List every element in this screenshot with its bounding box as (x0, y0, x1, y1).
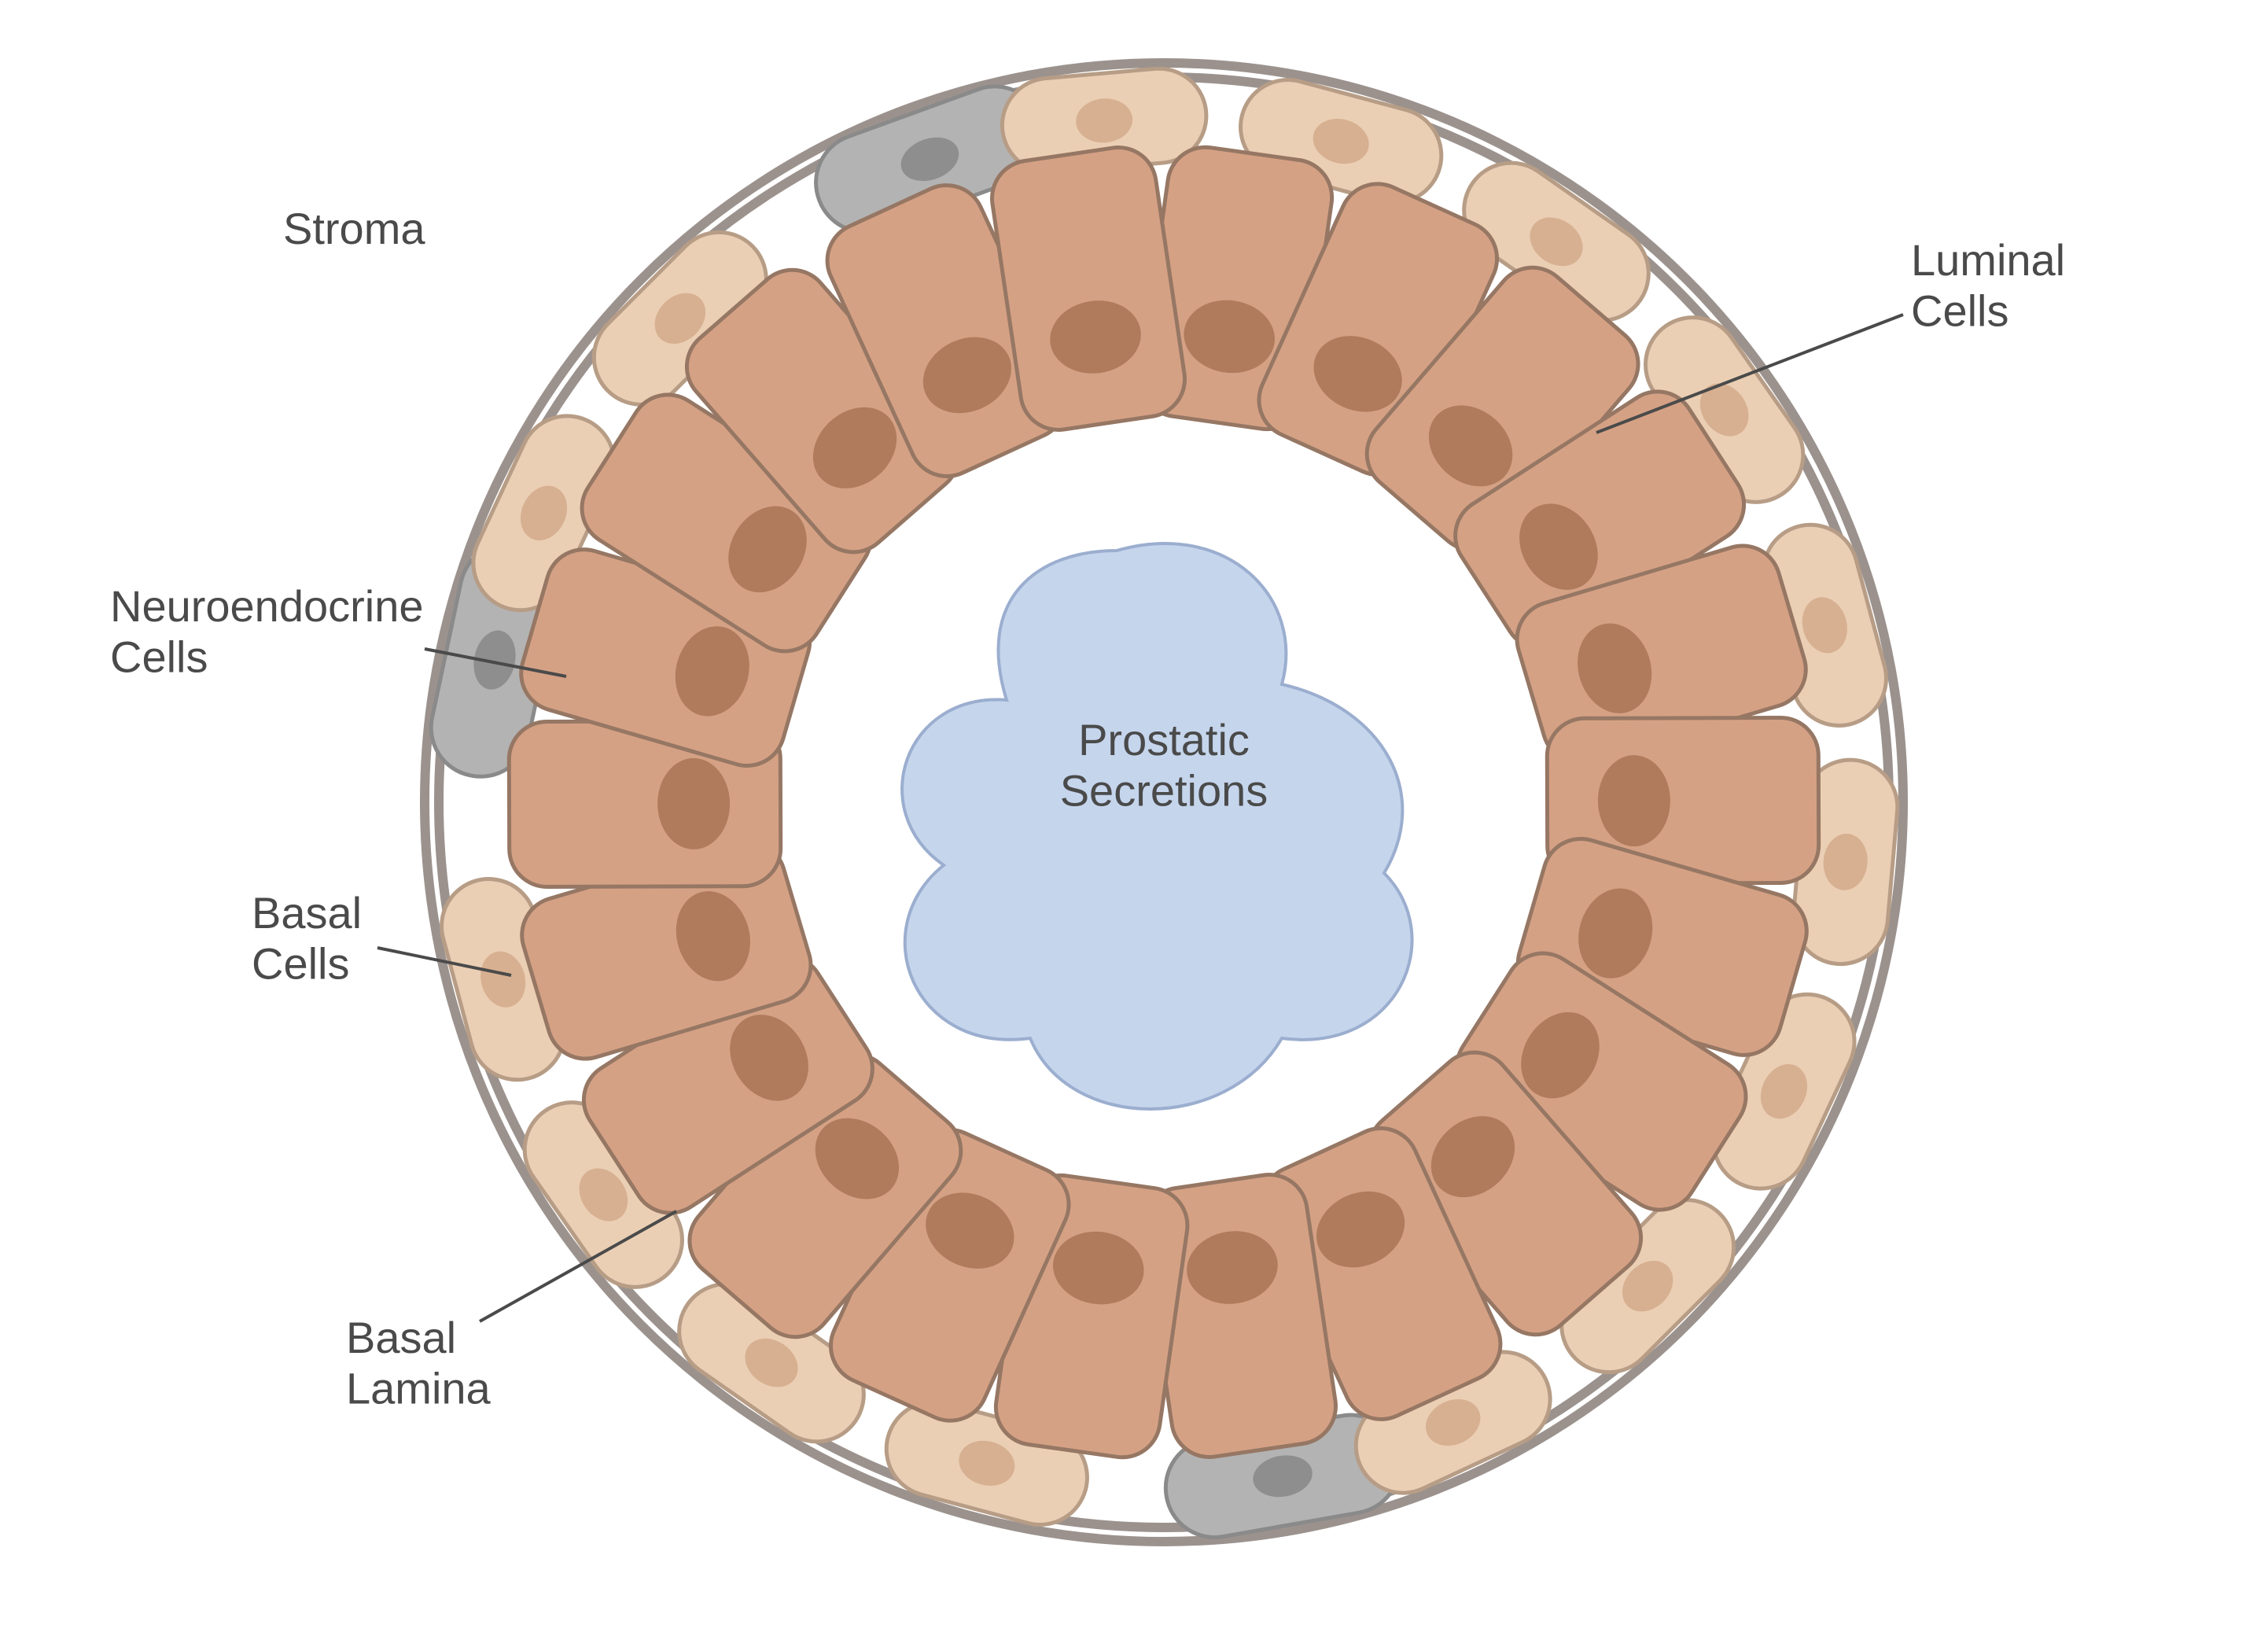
label-text: LuminalCells (1911, 235, 2065, 335)
label-text: BasalLamina (346, 1313, 492, 1413)
label-text: Stroma (283, 204, 425, 253)
label-text: ProstaticSecretions (1060, 715, 1268, 815)
label-text: BasalCells (252, 888, 362, 988)
label-stroma: Stroma (283, 204, 425, 253)
label-prostatic-secretions: ProstaticSecretions (1060, 715, 1268, 815)
label-text: NeuroendocrineCells (110, 581, 423, 681)
